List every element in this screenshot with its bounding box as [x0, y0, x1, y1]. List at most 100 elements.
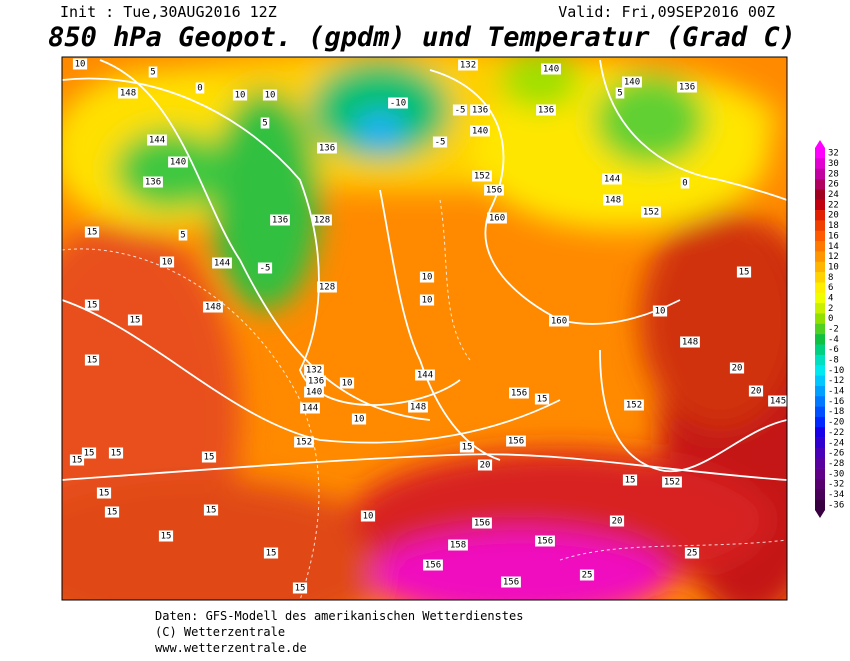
colorbar-swatch: [815, 303, 825, 314]
contour-label-box: [168, 156, 188, 168]
contour-label-box: [69, 454, 85, 466]
colorbar-label: 8: [828, 273, 833, 283]
contour-label: 0: [197, 84, 202, 94]
contour-label-box: [212, 257, 232, 269]
contour-label: 148: [205, 303, 221, 313]
colorbar-swatch: [815, 499, 825, 511]
colorbar-label: 28: [828, 169, 839, 179]
colorbar-swatch: [815, 396, 825, 407]
contour-label: 0: [682, 179, 687, 189]
contour-label: 15: [295, 584, 306, 594]
colorbar-swatch: [815, 365, 825, 376]
contour-label: 156: [537, 537, 553, 547]
colorbar-swatch: [815, 385, 825, 397]
contour-label: 5: [262, 119, 267, 129]
colorbar-label: -14: [828, 387, 844, 397]
contour-label: 158: [450, 541, 466, 551]
colorbar-swatch: [815, 354, 825, 366]
colorbar-swatch: [815, 168, 825, 180]
contour-label-box: [317, 142, 337, 154]
contour-label-box: [408, 401, 428, 413]
contour-label: 15: [739, 268, 750, 278]
contour-label-box: [680, 177, 690, 189]
contour-label-box: [148, 66, 158, 78]
colorbar-label: 32: [828, 149, 839, 159]
contour-label: 25: [582, 571, 593, 581]
contour-label-box: [72, 58, 88, 70]
colorbar-swatch: [815, 489, 825, 500]
contour-label-box: [96, 487, 112, 499]
contour-label: 156: [508, 437, 524, 447]
contour-label-box: [260, 117, 270, 129]
contour-label: 148: [120, 89, 136, 99]
colorbar-label: -20: [828, 418, 844, 428]
contour-label: 152: [626, 401, 642, 411]
contour-label-box: [603, 194, 623, 206]
contour-label: 140: [472, 127, 488, 137]
contour-label: 144: [302, 404, 318, 414]
contour-label-box: [534, 393, 550, 405]
colorbar-label: -18: [828, 407, 844, 417]
contour-label-box: [304, 364, 324, 376]
colorbar-swatch: [815, 292, 825, 304]
colorbar-label: 24: [828, 190, 839, 200]
contour-label-box: [472, 517, 492, 529]
contour-label: 10: [235, 91, 246, 101]
contour-label-box: [677, 81, 697, 93]
contour-label-box: [203, 301, 223, 313]
contour-label: 20: [732, 364, 743, 374]
contour-label-box: [263, 547, 279, 559]
colorbar-swatch: [815, 334, 825, 345]
contour-label-box: [432, 136, 448, 148]
map-title: 850 hPa Geopot. (gpdm) und Temperatur (G…: [48, 22, 796, 53]
colorbar-label: -4: [828, 335, 839, 345]
contour-label: 140: [170, 158, 186, 168]
contour-label-box: [203, 504, 219, 516]
contour-label-box: [729, 362, 745, 374]
contour-label: 144: [149, 136, 165, 146]
contour-label-box: [484, 184, 504, 196]
colorbar-swatch: [815, 179, 825, 190]
contour-label: 10: [265, 91, 276, 101]
contour-label: 152: [643, 208, 659, 218]
contour-label-box: [159, 256, 175, 268]
contour-label: 136: [472, 106, 488, 116]
colorbar-swatch: [815, 272, 825, 283]
contour-label-box: [158, 530, 174, 542]
contour-label: 15: [87, 228, 98, 238]
contour-label: 10: [655, 307, 666, 317]
colorbar-swatch: [815, 158, 825, 169]
contour-label: 15: [87, 356, 98, 366]
contour-label: 152: [474, 172, 490, 182]
colorbar-swatch: [815, 261, 825, 273]
contour-label-box: [549, 315, 569, 327]
colorbar-swatch: [815, 478, 825, 490]
contour-label-box: [257, 262, 273, 274]
contour-label: 156: [486, 186, 502, 196]
contour-label: 15: [99, 489, 110, 499]
contour-label-box: [351, 413, 367, 425]
colorbar-label: 6: [828, 283, 833, 293]
contour-label-box: [419, 294, 435, 306]
colorbar-label: 10: [828, 262, 839, 272]
contour-label-box: [506, 435, 526, 447]
init-time: Init : Tue,30AUG2016 12Z: [60, 3, 277, 21]
contour-label: 20: [751, 387, 762, 397]
contour-label: 136: [272, 216, 288, 226]
contour-label-box: [108, 447, 124, 459]
contour-label-box: [201, 451, 217, 463]
contour-label-box: [470, 104, 490, 116]
colorbar-swatch: [815, 458, 825, 469]
colorbar-label: -36: [828, 500, 844, 510]
colorbar-label: -26: [828, 449, 844, 459]
contour-label-box: [470, 125, 490, 137]
contour-label-box: [736, 266, 752, 278]
contour-label: 148: [605, 196, 621, 206]
contour-label-box: [684, 547, 700, 559]
contour-label: 156: [503, 578, 519, 588]
contour-label: 136: [538, 106, 554, 116]
colorbar-swatch: [815, 375, 825, 387]
contour-label-box: [609, 515, 625, 527]
colorbar-label: 22: [828, 200, 839, 210]
